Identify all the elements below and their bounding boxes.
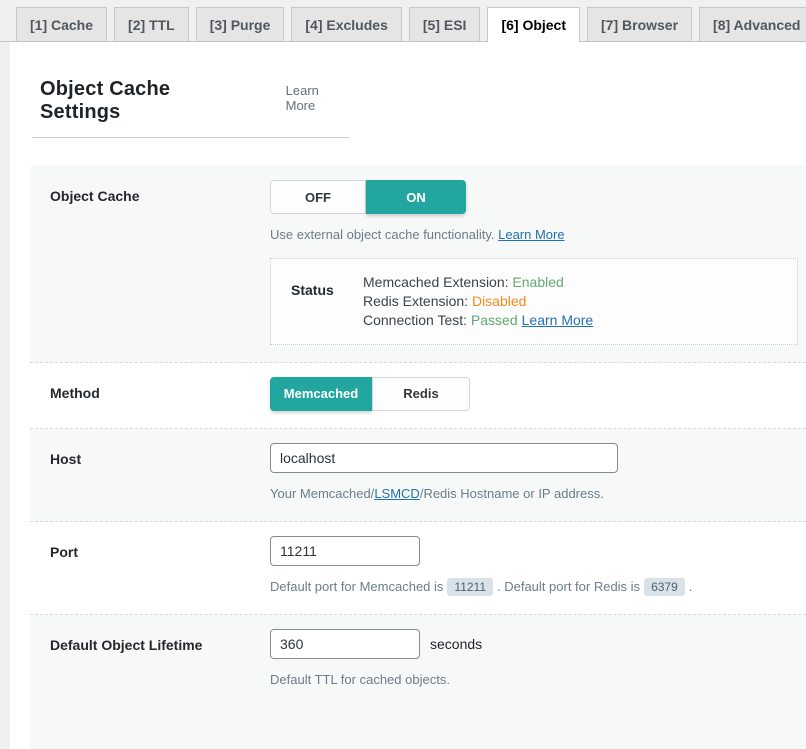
method-toggle: Memcached Redis [270, 376, 470, 411]
status-box: Status Memcached Extension: Enabled Redi… [270, 257, 798, 345]
object-cache-description: Use external object cache functionality.… [270, 227, 565, 242]
status-connection-line: Connection Test: Passed Learn More [363, 311, 594, 328]
tab-cache[interactable]: [1] Cache [16, 7, 108, 41]
tab-advanced[interactable]: [8] Advanced [699, 7, 806, 41]
memcached-status-value: Enabled [512, 273, 564, 290]
status-label: Status [291, 281, 334, 298]
page-title-row: Object Cache Settings Learn More [32, 78, 350, 138]
status-memcached-line: Memcached Extension: Enabled [363, 273, 564, 290]
method-label: Method [50, 384, 100, 401]
object-cache-learn-more-link[interactable]: Learn More [498, 227, 565, 242]
settings-tab-bar: [1] Cache [2] TTL [3] Purge [4] Excludes… [0, 0, 806, 42]
port-description: Default port for Memcached is 11211. Defa… [270, 577, 693, 596]
lifetime-description: Default TTL for cached objects. [270, 671, 450, 687]
status-learn-more-link[interactable]: Learn More [521, 311, 594, 328]
tab-excludes[interactable]: [4] Excludes [291, 7, 402, 41]
settings-rows: Object Cache OFF ON Use external object … [30, 166, 806, 749]
object-cache-settings-panel: Object Cache Settings Learn More Object … [10, 42, 806, 749]
row-default-object-lifetime: Default Object Lifetime seconds Default … [30, 614, 806, 749]
connection-test-value: Passed [470, 311, 518, 328]
tab-browser[interactable]: [7] Browser [587, 7, 693, 41]
row-port: Port Default port for Memcached is11211.… [30, 522, 806, 615]
lifetime-input[interactable] [270, 628, 420, 659]
host-description: Your Memcached/LSMCD/Redis Hostname or I… [270, 485, 604, 501]
page-title: Object Cache Settings [40, 78, 171, 123]
object-cache-toggle: OFF ON [270, 180, 466, 214]
row-host: Host Your Memcached/LSMCD/Redis Hostname… [30, 428, 806, 522]
tab-object[interactable]: [6] Object [487, 7, 581, 42]
port-label: Port [50, 543, 78, 560]
row-object-cache: Object Cache OFF ON Use external object … [30, 166, 806, 363]
title-learn-more-link[interactable]: Learn More [285, 83, 319, 113]
object-cache-on-button[interactable]: ON [366, 180, 466, 214]
redis-status-value: Disabled [471, 292, 527, 309]
tab-purge[interactable]: [3] Purge [195, 7, 285, 41]
row-method: Method Memcached Redis [30, 363, 806, 429]
method-redis-button[interactable]: Redis [372, 376, 470, 411]
host-label: Host [50, 450, 82, 467]
host-input[interactable] [270, 442, 618, 473]
port-input[interactable] [270, 535, 420, 566]
memcached-default-port-code: 11211 [447, 577, 493, 596]
tab-esi[interactable]: [5] ESI [408, 7, 481, 41]
lifetime-label: Default Object Lifetime [50, 636, 203, 653]
lsmcd-link[interactable]: LSMCD [374, 485, 420, 501]
redis-default-port-code: 6379 [644, 577, 685, 596]
status-redis-line: Redis Extension: Disabled [363, 292, 527, 309]
object-cache-off-button[interactable]: OFF [270, 180, 366, 214]
object-cache-label: Object Cache [50, 188, 140, 204]
method-memcached-button[interactable]: Memcached [270, 376, 372, 411]
tab-ttl[interactable]: [2] TTL [114, 7, 189, 41]
lifetime-unit: seconds [430, 635, 483, 652]
